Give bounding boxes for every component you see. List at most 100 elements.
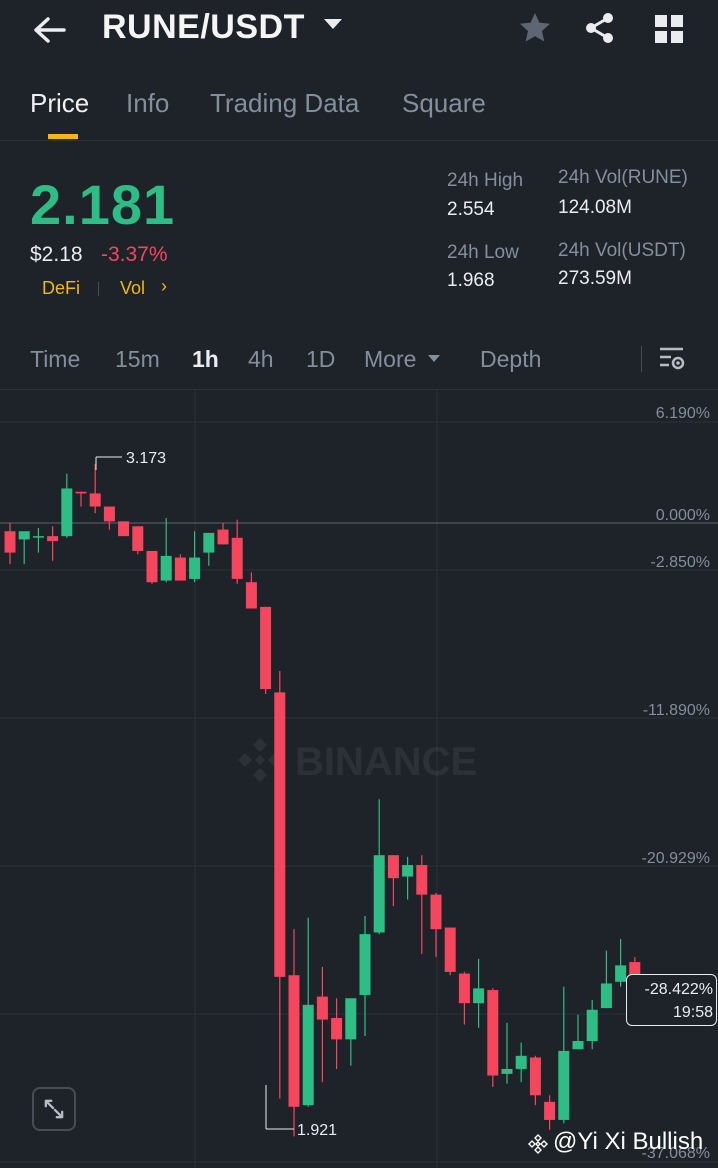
- star-icon[interactable]: [517, 10, 553, 46]
- expand-icon[interactable]: [32, 1087, 76, 1131]
- candle: [515, 1042, 527, 1083]
- tab-trading-data[interactable]: Trading Data: [210, 88, 360, 118]
- candle-body: [444, 927, 456, 972]
- candle: [47, 526, 59, 561]
- tag-defi[interactable]: DeFi: [42, 278, 81, 298]
- y-axis-label: -2.850%: [650, 554, 710, 571]
- binance-watermark: BINANCE: [238, 738, 477, 784]
- tab-price[interactable]: Price: [30, 88, 90, 118]
- current-price-badge: -28.422% 19:58: [626, 974, 717, 1026]
- candle-body: [458, 973, 470, 1004]
- y-axis-label: -20.929%: [642, 850, 711, 867]
- candle: [473, 958, 485, 1028]
- candle-body: [345, 998, 357, 1040]
- fiat-price: $2.18: [30, 243, 83, 266]
- candle: [430, 893, 442, 958]
- grid-icon[interactable]: [652, 12, 686, 46]
- last-price: 2.181: [30, 173, 176, 236]
- candle-countdown: 19:58: [672, 1004, 713, 1021]
- candle: [572, 1014, 584, 1050]
- candle: [260, 606, 272, 695]
- candle-body: [103, 506, 115, 522]
- candle-body: [529, 1057, 541, 1096]
- candle: [118, 521, 130, 537]
- candle: [529, 1055, 541, 1106]
- candle: [174, 554, 186, 581]
- candle: [4, 523, 16, 565]
- high-label: 24h High: [447, 170, 524, 191]
- candle-body: [146, 550, 158, 583]
- interval-more[interactable]: More: [364, 346, 417, 372]
- candle-body: [61, 488, 73, 537]
- candle-body: [430, 894, 442, 930]
- candle: [302, 917, 314, 1107]
- candle-body: [558, 1050, 570, 1120]
- candle-body: [544, 1101, 556, 1120]
- toolbar-separator: [641, 346, 642, 372]
- dropdown-caret-icon[interactable]: [324, 19, 342, 29]
- vol-quote-label: 24h Vol(USDT): [558, 240, 686, 261]
- candle: [615, 939, 627, 987]
- low-value: 1.968: [447, 270, 495, 291]
- tab-square[interactable]: Square: [402, 88, 486, 118]
- candle-body: [586, 1009, 598, 1041]
- candle: [402, 856, 414, 900]
- interval-15m[interactable]: 15m: [115, 346, 160, 372]
- candle: [444, 927, 456, 976]
- back-arrow-icon[interactable]: [30, 12, 70, 48]
- candle: [32, 527, 44, 553]
- candle: [416, 855, 428, 954]
- candle-body: [316, 996, 328, 1020]
- candle: [132, 526, 144, 555]
- y-axis-label: 6.190%: [656, 405, 710, 422]
- candle: [316, 967, 328, 1083]
- candle: [203, 532, 215, 566]
- chevron-right-icon[interactable]: ›: [161, 276, 167, 296]
- more-caret-icon[interactable]: [428, 355, 440, 362]
- candle-body: [615, 965, 627, 982]
- candle: [558, 986, 570, 1124]
- candle: [217, 523, 229, 545]
- candle: [586, 999, 598, 1050]
- candle-body: [274, 692, 286, 977]
- y-axis-labels: 6.190% 0.000% -2.850% -11.890% -20.929% -37.0…: [642, 405, 711, 1162]
- tag-separator: [98, 282, 99, 296]
- candle-body: [387, 855, 399, 879]
- candle: [501, 1022, 513, 1084]
- candle-body: [89, 493, 101, 507]
- candle: [146, 550, 158, 584]
- chart-settings-icon[interactable]: [657, 344, 687, 374]
- divider: [0, 140, 718, 141]
- candle-body: [231, 537, 243, 579]
- candle-body: [331, 1017, 343, 1040]
- interval-time[interactable]: Time: [30, 346, 81, 372]
- high-marker-label: 3.173: [126, 450, 166, 467]
- interval-1h[interactable]: 1h: [192, 346, 219, 372]
- y-axis-label: -37.068%: [642, 1145, 711, 1162]
- candle: [245, 572, 257, 609]
- candle-body: [416, 865, 428, 895]
- tab-info[interactable]: Info: [126, 88, 170, 118]
- candle-body: [203, 532, 215, 553]
- candle-body: [302, 1004, 314, 1106]
- vol-quote-value: 273.59M: [558, 268, 632, 289]
- candle: [373, 799, 385, 935]
- current-percent: -28.422%: [644, 981, 714, 998]
- candle-body: [118, 521, 130, 537]
- candle-body: [4, 531, 16, 553]
- candle-body: [18, 531, 30, 540]
- interval-1d[interactable]: 1D: [306, 346, 336, 372]
- candlestick-chart[interactable]: BINANCE 6.190% 0.000% -2.850% -11.890% -20.9…: [0, 390, 718, 1168]
- candle-body: [132, 526, 144, 551]
- tag-vol[interactable]: Vol: [120, 278, 146, 298]
- candle: [387, 855, 399, 907]
- pair-title[interactable]: RUNE/USDT: [102, 8, 305, 46]
- interval-4h[interactable]: 4h: [248, 346, 274, 372]
- header: RUNE/USDT: [0, 0, 718, 70]
- candle-body: [288, 975, 300, 1107]
- depth-tab[interactable]: Depth: [480, 346, 542, 372]
- candles: [4, 463, 655, 1137]
- candle: [18, 531, 30, 565]
- binance-logo-icon: [528, 1134, 548, 1154]
- share-icon[interactable]: [582, 10, 618, 46]
